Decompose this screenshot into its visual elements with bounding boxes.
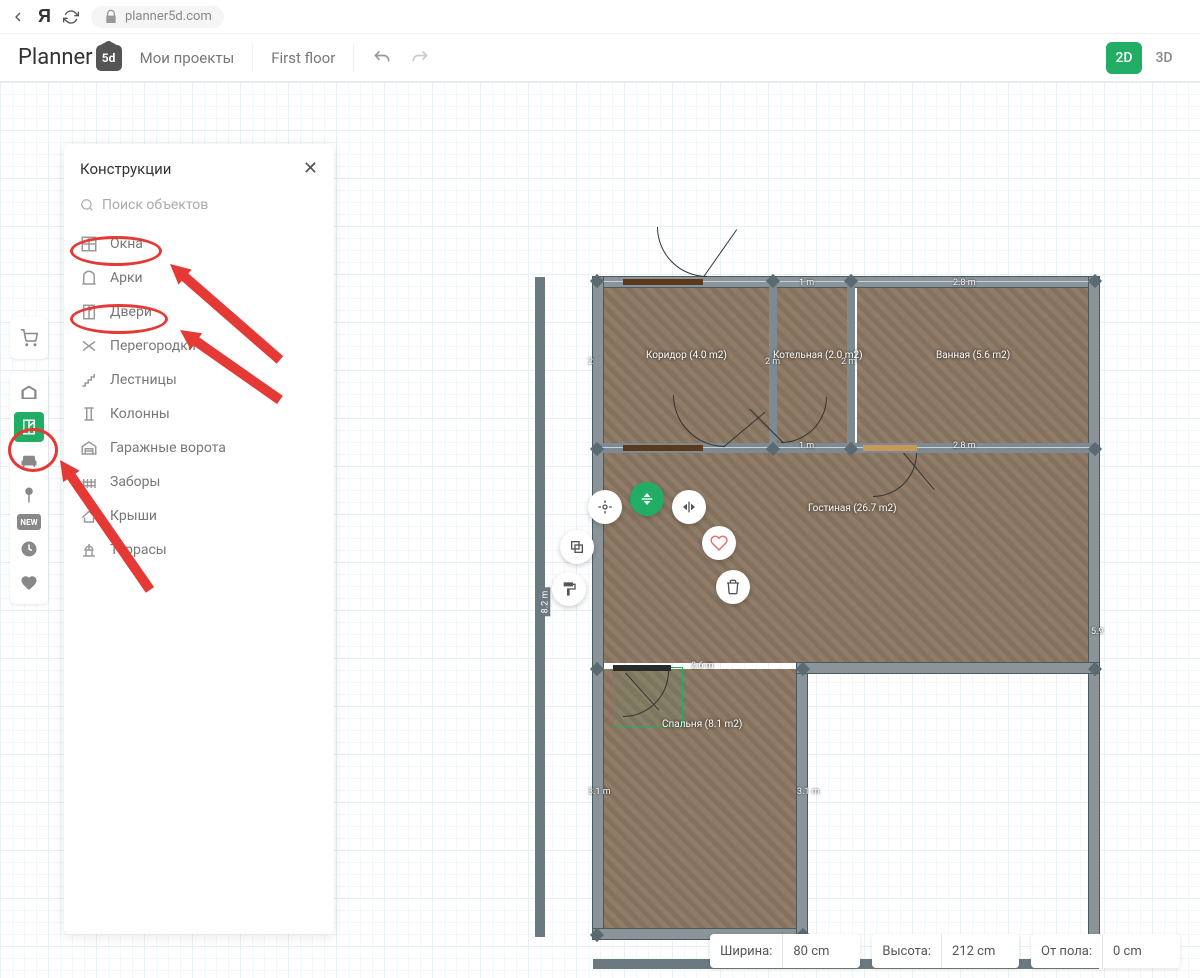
panel-item-arch[interactable]: Арки <box>64 261 334 295</box>
construction-panel: Конструкции ✕ Поиск объектов Окна Арки Две… <box>64 144 334 934</box>
lock-icon <box>103 9 119 25</box>
panel-item-column[interactable]: Колонны <box>64 397 334 431</box>
nav-floor[interactable]: First floor <box>271 49 335 67</box>
divider <box>252 44 253 72</box>
search-input[interactable]: Поиск объектов <box>80 197 318 213</box>
height-label: Высота: <box>872 944 941 959</box>
divider <box>353 44 354 72</box>
ctx-like-button[interactable] <box>702 526 736 560</box>
tool-shop[interactable] <box>14 323 44 353</box>
ctx-center-button[interactable] <box>588 490 622 524</box>
panel-item-window[interactable]: Окна <box>64 227 334 261</box>
back-icon[interactable] <box>10 9 26 25</box>
room[interactable] <box>857 285 1095 445</box>
undo-icon[interactable] <box>372 48 392 68</box>
logo-text: Planner <box>18 45 93 70</box>
garage-icon <box>80 439 98 457</box>
room[interactable] <box>601 453 1095 663</box>
ctx-flip-v-button[interactable] <box>630 482 664 516</box>
panel-item-label: Окна <box>110 236 143 252</box>
reload-icon[interactable] <box>63 9 79 25</box>
search-placeholder: Поиск объектов <box>102 197 208 213</box>
panel-item-roof[interactable]: Крыши <box>64 499 334 533</box>
fence-icon <box>80 473 98 491</box>
panel-item-stairs[interactable]: Лестницы <box>64 363 334 397</box>
panel-item-label: Террасы <box>110 542 167 558</box>
tool-construction[interactable] <box>14 412 44 442</box>
side-toolbar-main: NEW <box>10 372 48 604</box>
column-icon <box>80 405 98 423</box>
stairs-icon <box>80 371 98 389</box>
url-text: planner5d.com <box>125 9 212 24</box>
panel-item-label: Перегородки <box>110 338 196 354</box>
panel-item-door[interactable]: Двери <box>64 295 334 329</box>
width-label: Ширина: <box>710 944 782 959</box>
view-toggle: 2D 3D <box>1106 42 1182 74</box>
tool-time[interactable] <box>14 534 44 564</box>
close-icon[interactable]: ✕ <box>303 158 318 179</box>
terrace-icon <box>80 541 98 559</box>
app-toolbar: Planner 5d Мои проекты First floor 2D 3D <box>0 34 1200 82</box>
properties-bar: Ширина: Высота: От пола: <box>710 934 1180 968</box>
panel-item-label: Двери <box>110 304 152 320</box>
roof-icon <box>80 507 98 525</box>
ctx-flip-h-button[interactable] <box>672 490 706 524</box>
ctx-copy-button[interactable] <box>560 530 594 564</box>
tool-favorite[interactable] <box>14 568 44 598</box>
search-icon <box>80 198 94 212</box>
ruler-v-label: 8.2 m <box>540 588 550 617</box>
tool-new-badge[interactable]: NEW <box>17 514 41 530</box>
floor-label: От пола: <box>1031 944 1102 959</box>
partition-icon <box>80 337 98 355</box>
redo-icon[interactable] <box>410 48 430 68</box>
width-input[interactable] <box>782 934 860 968</box>
ctx-delete-button[interactable] <box>716 570 750 604</box>
ctx-paint-button[interactable] <box>552 572 586 606</box>
panel-item-garage[interactable]: Гаражные ворота <box>64 431 334 465</box>
height-input[interactable] <box>941 934 1019 968</box>
panel-item-label: Заборы <box>110 474 160 490</box>
address-bar[interactable]: planner5d.com <box>91 6 224 28</box>
browser-bar: Я planner5d.com <box>0 0 1200 34</box>
tool-exterior[interactable] <box>14 480 44 510</box>
logo-badge: 5d <box>96 45 122 71</box>
logo[interactable]: Planner 5d <box>18 45 122 71</box>
panel-title: Конструкции <box>80 160 171 178</box>
panel-item-label: Гаражные ворота <box>110 440 226 456</box>
panel-item-fence[interactable]: Заборы <box>64 465 334 499</box>
canvas[interactable]: NEW Конструкции ✕ Поиск объектов Окна Арк… <box>0 82 1200 978</box>
floorplan[interactable]: 8.2 m 6.2 m 1 m2.8 m1 m2.8 m22 m2 m2.6 m… <box>583 277 1105 947</box>
panel-item-terrace[interactable]: Террасы <box>64 533 334 567</box>
window-icon <box>80 235 98 253</box>
tool-rooms[interactable] <box>14 378 44 408</box>
floor-input[interactable] <box>1102 934 1180 968</box>
nav-my-projects[interactable]: Мои проекты <box>140 49 235 67</box>
panel-item-partition[interactable]: Перегородки <box>64 329 334 363</box>
panel-item-label: Крыши <box>110 508 157 524</box>
view-2d-button[interactable]: 2D <box>1106 42 1142 74</box>
panel-item-label: Колонны <box>110 406 170 422</box>
view-3d-button[interactable]: 3D <box>1146 42 1182 74</box>
door-icon <box>80 303 98 321</box>
arch-icon <box>80 269 98 287</box>
yandex-icon[interactable]: Я <box>38 6 51 27</box>
side-toolbar <box>10 317 48 359</box>
tool-furniture[interactable] <box>14 446 44 476</box>
panel-item-label: Лестницы <box>110 372 177 388</box>
panel-item-label: Арки <box>110 270 143 286</box>
